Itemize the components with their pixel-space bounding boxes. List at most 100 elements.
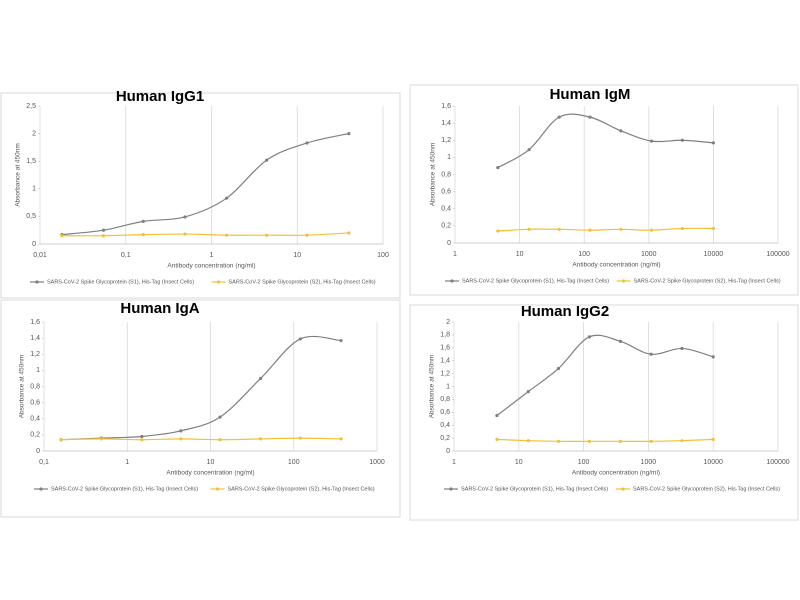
y-tick-label: 1 bbox=[32, 186, 36, 193]
x-tick-label: 1000 bbox=[641, 459, 657, 466]
y-tick-label: 0,2 bbox=[30, 432, 40, 439]
y-tick-label: 0,8 bbox=[30, 383, 40, 390]
data-point bbox=[141, 233, 145, 237]
y-tick-label: 1,4 bbox=[440, 358, 450, 365]
y-tick-label: 0 bbox=[446, 448, 450, 455]
chart-panel: 1 10 100 1000 10000 100000 0 0,2 0,4 0,6 0,8 1 1,2 1,… bbox=[409, 303, 799, 521]
x-tick-label: 1 bbox=[210, 252, 214, 259]
y-tick-label: 0,6 bbox=[441, 188, 451, 195]
panel-border bbox=[409, 84, 799, 296]
y-axis-label: Absorbance at 450nm bbox=[15, 143, 22, 207]
data-point bbox=[619, 227, 623, 231]
series-line bbox=[61, 133, 350, 236]
y-tick-label: 0,4 bbox=[441, 206, 451, 213]
data-point bbox=[587, 439, 592, 443]
data-point bbox=[265, 233, 269, 237]
data-point bbox=[649, 228, 654, 232]
data-point bbox=[527, 148, 531, 152]
x-tick-label: 100000 bbox=[766, 459, 789, 466]
y-tick-label: 0 bbox=[36, 448, 40, 455]
data-point bbox=[496, 166, 500, 170]
data-point bbox=[183, 215, 187, 219]
y-tick-label: 2 bbox=[32, 130, 36, 137]
x-tick-label: 0,1 bbox=[121, 252, 131, 259]
y-axis-label: Absorbance at 450nm bbox=[429, 355, 436, 419]
x-tick-label: 100 bbox=[377, 252, 389, 259]
data-point bbox=[347, 231, 351, 235]
data-point bbox=[339, 437, 343, 441]
data-point bbox=[305, 233, 309, 237]
x-tick-label: 1 bbox=[125, 459, 129, 466]
y-tick-label: 0 bbox=[32, 241, 36, 248]
y-tick-label: 1,2 bbox=[440, 370, 450, 377]
legend-marker bbox=[39, 487, 43, 491]
data-point bbox=[649, 439, 653, 443]
series-line bbox=[60, 335, 342, 441]
x-tick-label: 10 bbox=[293, 252, 301, 259]
legend-label: SARS-CoV-2 Spike Glycoprotein (S1), His-… bbox=[461, 486, 608, 492]
y-axis-label: Absorbance at 450nm bbox=[430, 143, 437, 207]
x-tick-label: 100000 bbox=[766, 251, 789, 258]
data-point bbox=[619, 129, 623, 133]
x-axis-label: Antibody concentration (ng/ml) bbox=[572, 470, 660, 477]
data-point bbox=[526, 390, 530, 394]
data-point bbox=[224, 196, 229, 200]
data-point bbox=[141, 219, 145, 223]
data-point bbox=[183, 232, 187, 236]
x-tick-label: 0,01 bbox=[33, 252, 47, 259]
legend-marker bbox=[216, 280, 221, 284]
x-tick-label: 100 bbox=[578, 459, 590, 466]
data-point bbox=[526, 439, 530, 443]
x-axis-label: Antibody concentration (ng/ml) bbox=[167, 263, 255, 270]
x-tick-label: 100 bbox=[578, 251, 590, 258]
data-point bbox=[495, 437, 499, 441]
y-tick-label: 1,2 bbox=[30, 351, 40, 358]
legend-marker bbox=[449, 487, 453, 491]
data-point bbox=[556, 439, 561, 443]
panel-border bbox=[0, 92, 401, 299]
data-point bbox=[711, 141, 716, 145]
legend-marker bbox=[621, 487, 625, 491]
y-tick-label: 1 bbox=[446, 383, 450, 390]
data-point bbox=[140, 434, 144, 439]
y-tick-label: 1,8 bbox=[440, 332, 450, 339]
data-point bbox=[59, 438, 63, 442]
data-point bbox=[680, 138, 684, 142]
x-tick-label: 10 bbox=[515, 459, 523, 466]
y-tick-label: 0,6 bbox=[30, 399, 40, 406]
legend-marker bbox=[35, 280, 39, 284]
data-point bbox=[305, 141, 309, 145]
data-point bbox=[347, 132, 351, 136]
data-point bbox=[140, 438, 144, 442]
y-tick-label: 1,4 bbox=[441, 120, 451, 127]
data-point bbox=[649, 352, 653, 356]
data-point bbox=[556, 366, 561, 371]
data-point bbox=[711, 226, 716, 231]
y-tick-label: 2,5 bbox=[26, 103, 36, 110]
data-point bbox=[298, 337, 302, 341]
data-point bbox=[680, 346, 684, 351]
x-tick-label: 10 bbox=[516, 251, 524, 258]
series-line bbox=[60, 437, 342, 441]
y-tick-label: 1 bbox=[36, 367, 40, 374]
y-tick-label: 1,6 bbox=[440, 345, 450, 352]
chart-panel: 0,1 1 10 100 1000 0 0,2 0,4 0,6 0,8 1 1,2 1,4 1,6 Huma… bbox=[0, 299, 401, 518]
x-tick-label: 1 bbox=[452, 459, 456, 466]
x-tick-label: 1000 bbox=[369, 459, 385, 466]
data-point bbox=[259, 437, 263, 441]
y-tick-label: 0,8 bbox=[440, 396, 450, 403]
x-tick-label: 1 bbox=[453, 251, 457, 258]
y-tick-label: 0,6 bbox=[440, 409, 450, 416]
data-point bbox=[649, 139, 654, 143]
y-tick-label: 0,8 bbox=[441, 171, 451, 178]
data-point bbox=[495, 413, 499, 418]
data-point bbox=[680, 226, 684, 231]
y-tick-label: 0,4 bbox=[30, 416, 40, 423]
x-tick-label: 1000 bbox=[641, 251, 657, 258]
y-tick-label: 2 bbox=[446, 319, 450, 326]
legend-label: SARS-CoV-2 Spike Glycoprotein (S1), His-… bbox=[51, 486, 198, 492]
data-point bbox=[711, 355, 715, 359]
data-point bbox=[101, 234, 106, 238]
series-line bbox=[497, 113, 714, 169]
